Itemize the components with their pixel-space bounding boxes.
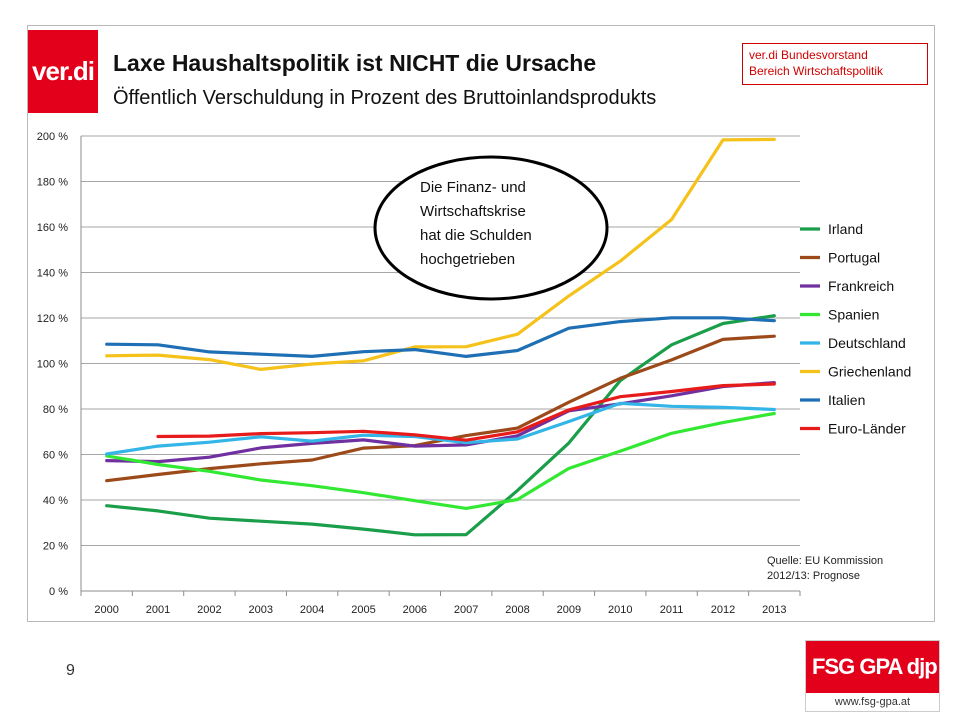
series-line-deutschland	[105, 401, 776, 456]
x-tick-label: 2008	[505, 604, 529, 616]
legend-label: Deutschland	[828, 335, 906, 351]
legend-label: Portugal	[828, 250, 880, 266]
x-tick-label: 2004	[300, 604, 324, 616]
y-tick-label: 80 %	[43, 404, 68, 416]
legend-label: Frankreich	[828, 278, 894, 294]
source-line-1: Quelle: EU Kommission	[767, 555, 883, 567]
source-line-2: 2012/13: Prognose	[767, 570, 860, 582]
org-line-1: ver.di Bundesvorstand	[749, 48, 868, 62]
legend: Irland Portugal Frankreich Spanien Deutschla…	[800, 221, 911, 437]
series-line-euro-länder	[156, 382, 776, 442]
org-box: ver.di Bundesvorstand Bereich Wirtschaft…	[742, 43, 928, 85]
x-tick-label: 2012	[711, 604, 735, 616]
series-line-italien	[105, 316, 776, 358]
y-tick-label: 120 %	[37, 313, 68, 325]
annotation-layer: Die Finanz- und Wirtschaftskrise hat die…	[373, 155, 609, 301]
x-tick-label: 2005	[351, 604, 375, 616]
y-tick-label: 180 %	[37, 177, 68, 189]
x-tick-label: 2002	[197, 604, 221, 616]
axis-layer: 0 % 20 % 40 % 60 % 80 % 100 % 120 % 140 % 160 % 1…	[37, 131, 801, 616]
legend-label: Irland	[828, 221, 863, 237]
x-tick-label: 2009	[557, 604, 581, 616]
annotation-line-4: hochgetrieben	[420, 251, 515, 268]
y-tick-label: 20 %	[43, 541, 68, 553]
x-tick-label: 2011	[660, 604, 684, 616]
y-tick-label: 100 %	[37, 359, 68, 371]
legend-label: Euro-Länder	[828, 421, 906, 437]
annotation-line-1: Die Finanz- und	[420, 179, 526, 196]
x-tick-label: 2010	[608, 604, 632, 616]
y-tick-label: 160 %	[37, 222, 68, 234]
source-note: Quelle: EU Kommission 2012/13: Prognose	[767, 555, 883, 582]
series-line-griechenland	[105, 137, 776, 371]
x-tick-label: 2006	[403, 604, 427, 616]
legend-label: Italien	[828, 392, 865, 408]
legend-label: Spanien	[828, 307, 879, 323]
page-title: Laxe Haushaltspolitik ist NICHT die Ursa…	[113, 50, 597, 76]
page-number: 9	[66, 662, 75, 679]
y-tick-label: 60 %	[43, 450, 68, 462]
org-line-2: Bereich Wirtschaftspolitik	[749, 64, 884, 78]
fsg-logo-text: FSG GPA djp	[806, 641, 939, 693]
y-tick-label: 200 %	[37, 131, 68, 143]
annotation-line-3: hat die Schulden	[420, 227, 532, 244]
x-tick-label: 2001	[146, 604, 170, 616]
fsg-logo-url: www.fsg-gpa.at	[834, 696, 911, 708]
page-subtitle: Öffentlich Verschuldung in Prozent des B…	[113, 87, 657, 109]
x-tick-label: 2000	[94, 604, 118, 616]
y-tick-label: 0 %	[49, 586, 68, 598]
x-tick-label: 2013	[762, 604, 786, 616]
x-tick-label: 2003	[249, 604, 273, 616]
y-tick-label: 40 %	[43, 495, 68, 507]
series-line-frankreich	[105, 381, 776, 464]
series-layer	[105, 137, 776, 537]
series-line-irland	[105, 314, 776, 537]
series-line-spanien	[105, 411, 776, 510]
annotation-line-2: Wirtschaftskrise	[420, 203, 526, 220]
verdi-logo: ver.di	[28, 30, 98, 113]
fsg-gpa-logo: FSG GPA djp www.fsg-gpa.at	[805, 640, 940, 712]
x-tick-label: 2007	[454, 604, 478, 616]
y-tick-label: 140 %	[37, 268, 68, 280]
legend-label: Griechenland	[828, 364, 911, 380]
annotation-ellipse	[373, 155, 609, 301]
